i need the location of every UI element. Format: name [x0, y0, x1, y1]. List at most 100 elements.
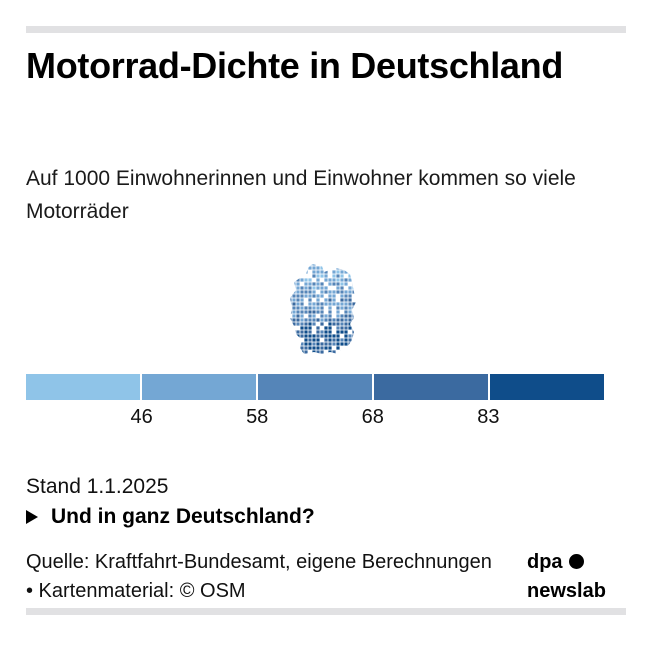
- map-region: [348, 338, 352, 342]
- map-region: [300, 342, 304, 346]
- map-region: [352, 322, 356, 326]
- map-region: [320, 318, 324, 322]
- map-region: [290, 294, 292, 298]
- map-region: [356, 294, 359, 297]
- map-region: [352, 350, 356, 354]
- map-region: [332, 290, 336, 294]
- map-region: [300, 286, 304, 290]
- map-region: [328, 290, 332, 294]
- map-region: [300, 346, 304, 350]
- map-region: [356, 322, 359, 325]
- map-region: [352, 338, 356, 342]
- map-region: [304, 350, 308, 354]
- map-region: [320, 306, 324, 310]
- map-region: [352, 354, 355, 356]
- map-region: [348, 302, 352, 306]
- map-region: [332, 334, 336, 338]
- map-region: [340, 274, 344, 278]
- map-region: [292, 294, 296, 298]
- map-region: [348, 278, 352, 282]
- map-region: [292, 274, 296, 278]
- map-region: [348, 290, 352, 294]
- map-region: [290, 264, 292, 266]
- map-region: [300, 270, 304, 274]
- map-region: [296, 294, 300, 298]
- map-region: [312, 342, 316, 346]
- map-region: [292, 318, 296, 322]
- map-region: [290, 318, 292, 322]
- map-region: [290, 334, 292, 338]
- map-region: [308, 302, 312, 306]
- map-region: [304, 310, 308, 314]
- map-region: [328, 326, 332, 330]
- map-region: [296, 306, 300, 310]
- map-region: [316, 282, 320, 286]
- map-region: [308, 306, 312, 310]
- map-region: [348, 286, 352, 290]
- map-region: [356, 302, 359, 305]
- map-region: [300, 314, 304, 318]
- map-region: [332, 354, 335, 356]
- map-region: [356, 266, 359, 269]
- map-region: [344, 322, 348, 326]
- legend-swatch-4: [374, 374, 488, 400]
- map-region: [296, 286, 300, 290]
- map-region: [324, 330, 328, 334]
- map-region: [292, 286, 296, 290]
- map-region: [316, 278, 320, 282]
- map-region: [316, 306, 320, 310]
- map-region: [332, 274, 336, 278]
- map-region: [324, 278, 328, 282]
- map-region: [336, 318, 340, 322]
- map-region: [360, 286, 362, 289]
- map-region: [316, 346, 320, 350]
- legend-swatch-5: [490, 374, 604, 400]
- map-region: [308, 286, 312, 290]
- germany-choropleth-map[interactable]: [288, 262, 362, 356]
- map-region: [328, 294, 332, 298]
- map-region: [336, 306, 340, 310]
- map-region: [356, 278, 359, 281]
- map-region: [300, 310, 304, 314]
- map-region: [360, 350, 362, 353]
- map-region: [360, 262, 362, 265]
- map-region: [336, 314, 340, 318]
- map-region: [320, 342, 324, 346]
- map-region: [324, 264, 328, 266]
- map-region: [340, 286, 344, 290]
- map-region: [360, 294, 362, 297]
- disclosure-triangle-icon: [26, 510, 38, 524]
- map-region: [292, 306, 296, 310]
- map-region: [312, 350, 316, 354]
- map-region: [352, 286, 356, 290]
- dpa-newslab-logo: dpa newslab: [527, 548, 606, 606]
- map-region: [332, 322, 336, 326]
- map-region: [300, 330, 304, 334]
- map-region: [292, 302, 296, 306]
- map-region: [304, 326, 308, 330]
- map-region: [344, 318, 348, 322]
- map-region: [344, 298, 348, 302]
- map-region: [336, 286, 340, 290]
- map-region: [344, 314, 348, 318]
- map-region: [316, 350, 320, 354]
- map-region: [344, 302, 348, 306]
- map-region: [352, 278, 356, 282]
- map-region: [320, 314, 324, 318]
- map-region: [296, 298, 300, 302]
- map-region: [356, 318, 359, 321]
- germany-total-expander[interactable]: Und in ganz Deutschland?: [26, 504, 315, 530]
- map-region: [290, 326, 292, 330]
- map-region: [352, 302, 356, 306]
- data-date: Stand 1.1.2025: [26, 475, 169, 498]
- map-region: [336, 346, 340, 350]
- map-region: [292, 334, 296, 338]
- map-region: [308, 346, 312, 350]
- map-region: [290, 338, 292, 342]
- map-region: [308, 314, 312, 318]
- map-region: [290, 298, 292, 302]
- map-region: [292, 330, 296, 334]
- map-region: [320, 310, 324, 314]
- map-region: [360, 290, 362, 293]
- map-region: [360, 334, 362, 337]
